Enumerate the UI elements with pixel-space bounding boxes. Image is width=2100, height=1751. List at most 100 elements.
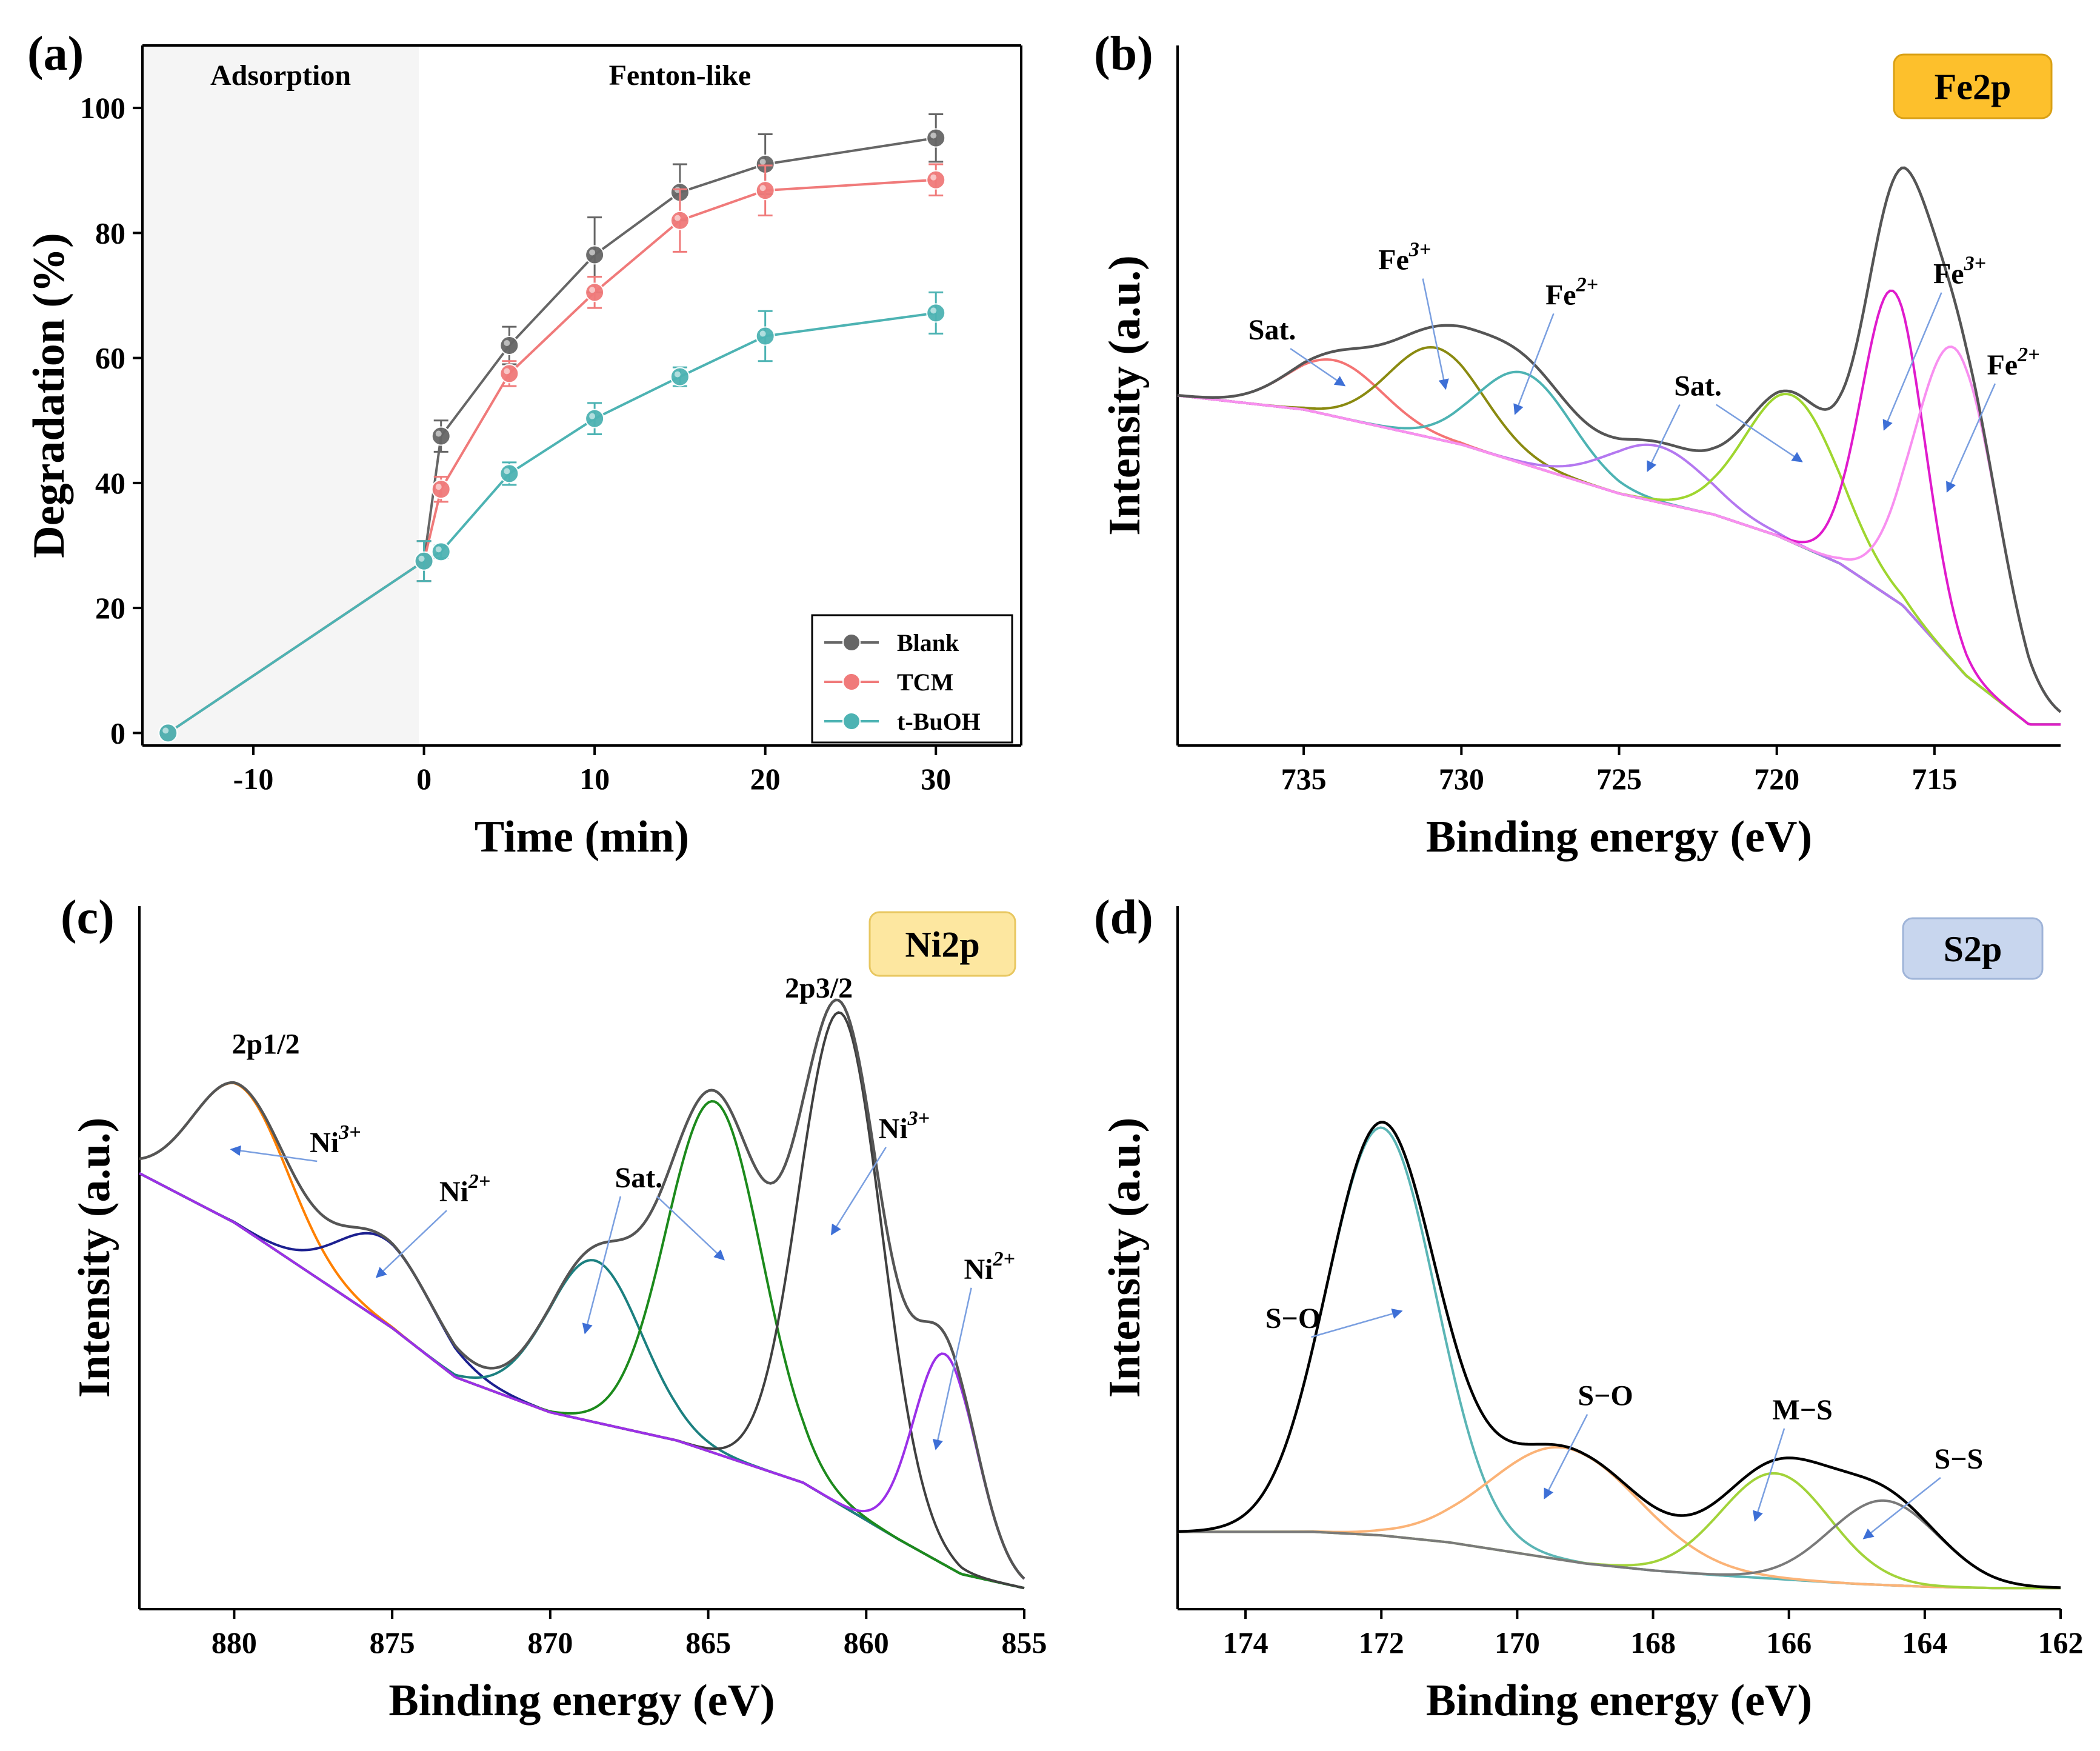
x-tick-label: 10 <box>579 762 610 796</box>
peak-component <box>139 1172 1025 1590</box>
peak-annotation: M−S <box>1772 1394 1832 1426</box>
annotation-arrow <box>1422 278 1449 390</box>
panel-a: Adsorption Fenton-like (a) -10 0 10 20 30 0 20 40 6… <box>24 27 1022 862</box>
envelope-line <box>1177 166 2062 713</box>
x-tick-label: 166 <box>1766 1626 1812 1659</box>
legend-marker <box>842 673 861 691</box>
annotation-text: Fe <box>1933 258 1964 290</box>
peak-component <box>1177 289 2061 726</box>
peak-annotation: Ni3+ <box>879 1107 930 1145</box>
x-tick-label: 174 <box>1223 1626 1268 1659</box>
data-point <box>431 542 451 562</box>
x-tick-label: 715 <box>1912 762 1957 796</box>
annotation-text: Ni <box>964 1253 993 1286</box>
legend-label: t-BuOH <box>897 708 981 735</box>
data-point-highlight <box>435 546 442 553</box>
data-point-highlight <box>504 340 510 346</box>
annotation-arrow <box>656 1196 725 1261</box>
element-badge <box>1902 917 2044 980</box>
panel-d: (d) 174 172 170 168 166 164 162 Binding energy (… <box>1094 891 2084 1726</box>
annotation-text: Sat. <box>1674 370 1722 402</box>
panel-label: (c) <box>61 891 115 944</box>
data-point <box>585 245 605 265</box>
x-tick-label: 870 <box>527 1626 573 1659</box>
annotation-arrow <box>1946 383 1996 493</box>
annotation-text: Sat. <box>1248 314 1296 346</box>
annotation-arrow <box>230 1145 318 1162</box>
x-tick-label: 720 <box>1754 762 1799 796</box>
data-point-highlight <box>674 215 681 221</box>
legend-label: TCM <box>897 669 953 696</box>
annotation-text: Ni <box>310 1127 339 1159</box>
legend-marker <box>842 712 861 730</box>
y-axis-title: Intensity (a.u.) <box>70 1118 119 1398</box>
annotation-arrow <box>1862 1477 1941 1539</box>
annotation-text: Fe <box>1378 244 1409 276</box>
annotation-superscript: 3+ <box>907 1107 930 1130</box>
data-point <box>926 170 946 190</box>
y-tick-label: 80 <box>95 216 125 250</box>
data-point <box>585 282 605 302</box>
peak-component <box>139 1172 1025 1580</box>
peak-annotation: S−O <box>1578 1380 1633 1412</box>
data-point-highlight <box>759 330 766 337</box>
x-axis-title: Time (min) <box>475 812 689 862</box>
region-label: Fenton-like <box>609 59 752 92</box>
x-tick-label: 860 <box>844 1626 889 1659</box>
x-tick-label: 20 <box>750 762 781 796</box>
x-tick-label: 730 <box>1439 762 1484 796</box>
annotation-superscript: 3+ <box>1964 253 1986 275</box>
peak-component <box>1177 358 2061 726</box>
peak-annotation: Fe2+ <box>1987 344 2039 381</box>
element-badge-label: Fe2p <box>1935 67 2012 107</box>
data-point <box>158 723 178 743</box>
peak-component <box>1178 1499 2061 1589</box>
envelope-line <box>139 998 1025 1580</box>
x-axis-title: Binding energy (eV) <box>1426 812 1812 862</box>
x-tick-label: 735 <box>1281 762 1327 796</box>
peak-annotation: Ni2+ <box>964 1248 1015 1286</box>
annotation-superscript: 3+ <box>338 1121 361 1144</box>
y-tick-label: 100 <box>80 91 125 125</box>
annotation-arrow <box>375 1210 447 1278</box>
element-badge-label: S2p <box>1944 929 2002 969</box>
peak-annotation: 2p1/2 <box>232 1029 300 1061</box>
data-point <box>926 303 946 323</box>
annotation-text: Ni <box>439 1176 468 1208</box>
peak-annotation: Ni3+ <box>310 1121 361 1159</box>
data-point <box>670 367 690 387</box>
peak-annotation: Fe3+ <box>1378 239 1431 276</box>
annotation-text: S−O <box>1265 1302 1321 1335</box>
annotation-arrow <box>1715 404 1803 462</box>
background-line <box>1178 1530 2061 1590</box>
data-point-highlight <box>674 371 681 378</box>
x-tick-label: 162 <box>2038 1626 2084 1659</box>
envelope-line <box>1177 1121 2061 1589</box>
annotation-text: Sat. <box>615 1162 663 1194</box>
annotation-text: S−S <box>1935 1443 1984 1475</box>
region-shade <box>142 45 419 745</box>
data-point-highlight <box>759 185 766 192</box>
panel-label: (b) <box>1094 27 1153 81</box>
x-tick-label: 172 <box>1359 1626 1404 1659</box>
annotation-text: Ni <box>879 1113 908 1145</box>
y-axis-title: Intensity (a.u.) <box>1100 255 1150 536</box>
panel-b: (b) 735 730 725 720 715 Binding energy (eV) Int… <box>1094 27 2062 862</box>
peak-component <box>139 1172 1025 1590</box>
data-point-highlight <box>930 174 937 181</box>
annotation-arrow <box>1311 1309 1403 1338</box>
peak-annotation: S−S <box>1935 1443 1984 1475</box>
annotation-superscript: 2+ <box>2017 344 2039 366</box>
data-point <box>499 464 519 484</box>
annotation-superscript: 2+ <box>992 1248 1015 1270</box>
peak-annotation: Ni2+ <box>439 1170 490 1208</box>
y-tick-label: 0 <box>110 716 125 750</box>
annotation-superscript: 3+ <box>1408 239 1431 261</box>
peak-component <box>139 1099 1025 1590</box>
peak-component <box>1177 393 2061 726</box>
x-tick-label: 168 <box>1630 1626 1676 1659</box>
y-tick-label: 60 <box>95 341 125 375</box>
peak-component <box>139 1011 1025 1590</box>
data-point <box>670 210 690 230</box>
